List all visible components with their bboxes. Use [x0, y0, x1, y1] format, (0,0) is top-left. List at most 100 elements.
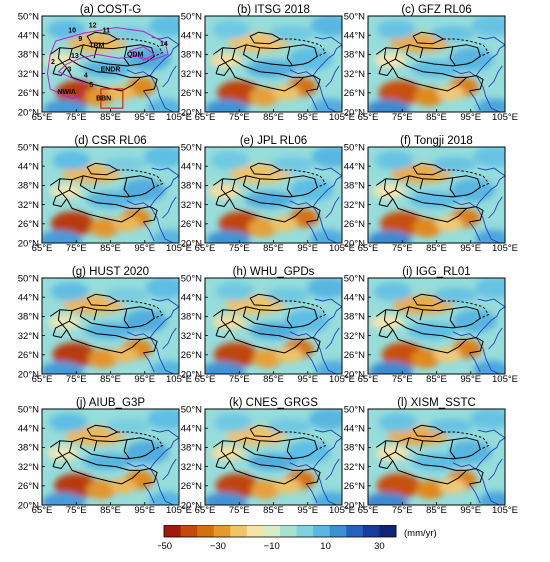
dashed-boundary [443, 300, 490, 319]
basin-boundary [215, 320, 233, 336]
lon-tick-label: 105°E [329, 112, 355, 123]
basin-boundary [378, 198, 394, 207]
colorbar-swatch [379, 525, 397, 537]
lon-tick-label: 65°E [32, 112, 53, 123]
colorbar-tick-label: 30 [374, 541, 385, 552]
basin-boundary [66, 460, 158, 485]
colorbar-frame [163, 524, 397, 538]
lat-tick-label: 20°N [344, 107, 365, 118]
river-line [488, 458, 503, 481]
anomaly-blob [102, 156, 147, 172]
basin-boundary [57, 440, 68, 462]
map-panel-l: 50°N 44°N 38°N 32°N 26°N 20°N 65°E 75°E 85°E 95°E… [328, 395, 518, 516]
lon-tick-label: 65°E [32, 243, 53, 254]
anomaly-blob [308, 409, 342, 430]
basin-boundary [412, 293, 444, 307]
river-line [475, 306, 505, 338]
lon-tick-label: 105°E [166, 505, 192, 516]
basin-boundary [378, 67, 394, 76]
lon-tick-label: 65°E [195, 374, 216, 385]
anomaly-blob [267, 418, 312, 434]
region-label: 14 [160, 41, 168, 48]
region-label: ENDR [101, 67, 121, 74]
anomaly-blob [451, 178, 496, 202]
lat-tick-label: 26°N [181, 481, 202, 492]
lat-tick-label: 32°N [181, 69, 202, 80]
lat-tick-label: 38°N [181, 443, 202, 454]
colorbar-swatch [164, 525, 181, 537]
anomaly-blob [376, 473, 421, 499]
lat-tick-label: 44°N [18, 424, 39, 435]
basin-boundary [392, 329, 484, 354]
lat-tick-label: 26°N [181, 88, 202, 99]
lat-tick-label: 32°N [181, 200, 202, 211]
anomaly-blob [212, 19, 251, 40]
colorbar-swatch [329, 525, 347, 537]
lat-tick-label: 50°N [344, 273, 365, 284]
lat-tick-label: 38°N [344, 181, 365, 192]
lat-tick-label: 50°N [344, 11, 365, 22]
lat-tick-label: 26°N [344, 219, 365, 230]
lat-tick-label: 50°N [181, 404, 202, 415]
basin-boundary [378, 58, 396, 74]
basin-boundary [378, 460, 394, 469]
river-line [306, 483, 318, 504]
lat-tick-label: 20°N [344, 369, 365, 380]
anomaly-blob [310, 16, 342, 37]
anomaly-blob [152, 229, 179, 243]
basin-boundary [378, 329, 394, 338]
map-panel-j: 50°N 44°N 38°N 32°N 26°N 20°N 65°E 75°E 85°E 95°E… [2, 395, 192, 516]
anomaly-blob [213, 342, 258, 368]
anomaly-blob [452, 309, 497, 333]
river-line [143, 483, 155, 504]
anomaly-blob [50, 211, 95, 237]
anomaly-blob [433, 347, 462, 363]
river-line [314, 36, 342, 46]
basin-boundary [256, 178, 261, 190]
dashed-boundary [443, 169, 490, 188]
dashed-boundary [117, 431, 164, 450]
basin-boundary [66, 329, 158, 354]
anomaly-blob [246, 60, 296, 78]
anomaly-blob [107, 85, 136, 101]
colorbar-swatch [246, 525, 264, 537]
lon-tick-label: 65°E [195, 505, 216, 516]
anomaly-blob [410, 349, 441, 369]
anomaly-blob [111, 347, 139, 363]
lat-tick-label: 50°N [18, 142, 39, 153]
lat-tick-label: 44°N [18, 293, 39, 304]
lon-tick-label: 95°E [134, 112, 155, 123]
lon-tick-label: 75°E [66, 243, 87, 254]
basin-boundary [212, 175, 318, 194]
basin-boundary [449, 308, 457, 329]
anomaly-blob [376, 19, 416, 40]
river-line [306, 221, 318, 242]
panel-title: (d) CSR RL06 [74, 135, 146, 147]
river-line [151, 167, 179, 177]
lon-tick-label: 65°E [358, 505, 379, 516]
lat-tick-label: 50°N [181, 11, 202, 22]
anomaly-blob [87, 349, 118, 369]
lat-tick-label: 32°N [18, 200, 39, 211]
basin-boundary [286, 46, 294, 67]
anomaly-blob [42, 492, 86, 505]
basin-boundary [215, 67, 231, 76]
anomaly-blob [143, 147, 179, 168]
anomaly-blob [42, 230, 83, 243]
lon-tick-label: 65°E [358, 112, 379, 123]
basin-boundary [419, 440, 424, 452]
lon-tick-label: 85°E [263, 505, 284, 516]
basin-boundary [93, 440, 98, 452]
map-panel-k: 50°N 44°N 38°N 32°N 26°N 20°N 65°E 75°E 85°E 95°E… [165, 395, 355, 516]
anomaly-blob [275, 347, 304, 363]
anomaly-blob [369, 361, 414, 374]
lon-tick-label: 85°E [100, 505, 121, 516]
anomaly-blob [123, 309, 168, 333]
dashed-boundary [280, 300, 327, 319]
river-line [126, 200, 174, 243]
anomaly-blob [215, 281, 254, 302]
lat-tick-label: 20°N [18, 107, 39, 118]
region-label: 11 [103, 27, 111, 34]
anomaly-blob [432, 156, 476, 172]
lon-tick-label: 75°E [66, 505, 87, 516]
